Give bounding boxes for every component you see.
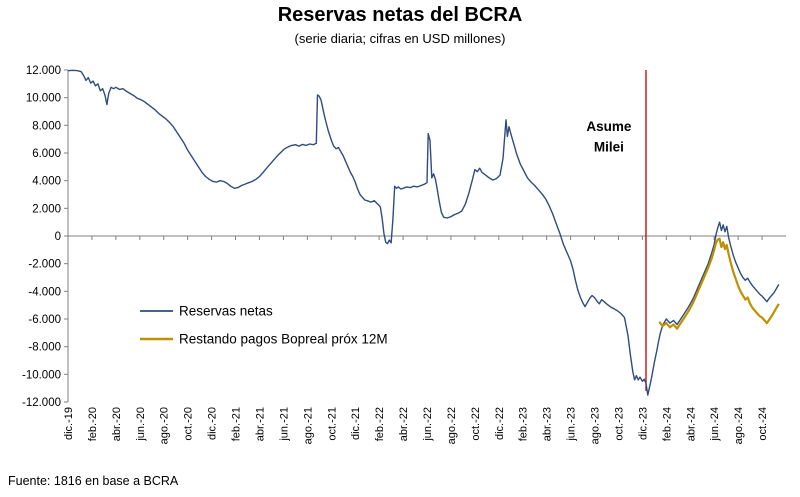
x-axis-label: abr.-20 bbox=[111, 407, 123, 441]
series-line-reservas-netas bbox=[67, 69, 780, 396]
x-axis-label: ago.-21 bbox=[302, 407, 314, 444]
x-axis-label: dic.-19 bbox=[63, 407, 75, 440]
y-axis-label: 10.000 bbox=[26, 93, 61, 105]
x-axis-label: jun.-22 bbox=[422, 407, 434, 442]
x-axis-label: feb.-23 bbox=[518, 407, 530, 441]
y-axis-label: -8.000 bbox=[28, 342, 61, 354]
x-axis-label: jun.-23 bbox=[566, 407, 578, 442]
chart-title: Reservas netas del BCRA bbox=[277, 4, 523, 26]
y-axis-label: 0 bbox=[55, 231, 61, 243]
y-axis-label: -4.000 bbox=[28, 286, 61, 298]
y-axis-label: 8.000 bbox=[32, 120, 61, 132]
y-axis-label: 12.000 bbox=[26, 65, 61, 77]
x-axis-label: abr.-21 bbox=[254, 407, 266, 441]
milei-annotation: Asume bbox=[586, 119, 632, 134]
x-axis-label: jun.-21 bbox=[278, 407, 290, 442]
x-axis-label: feb.-20 bbox=[87, 407, 99, 441]
x-axis-label: dic.-20 bbox=[207, 407, 219, 440]
x-axis-label: dic.-23 bbox=[637, 407, 649, 440]
x-axis-label: feb.-22 bbox=[374, 407, 386, 441]
y-axis-label: -12.000 bbox=[22, 397, 61, 409]
x-axis-label: ago.-23 bbox=[590, 407, 602, 444]
x-axis-label: oct.-21 bbox=[326, 407, 338, 441]
x-axis-label: ago.-24 bbox=[733, 407, 745, 444]
x-axis-label: ago.-22 bbox=[446, 407, 458, 444]
y-axis-label: 4.000 bbox=[32, 176, 61, 188]
x-axis-label: oct.-20 bbox=[183, 407, 195, 441]
x-axis-label: feb.-21 bbox=[231, 407, 243, 441]
y-axis-label: -6.000 bbox=[28, 314, 61, 326]
chart-subtitle: (serie diaria; cifras en USD millones) bbox=[294, 31, 506, 46]
x-axis-label: feb.-24 bbox=[661, 407, 673, 441]
y-axis-label: -10.000 bbox=[22, 369, 61, 381]
x-axis-label: abr.-22 bbox=[398, 407, 410, 441]
source-note: Fuente: 1816 en base a BCRA bbox=[8, 474, 179, 488]
series-line-restando-pagos-bopreal-pr-x-12m bbox=[658, 237, 780, 330]
x-axis-label: dic.-22 bbox=[494, 407, 506, 440]
x-axis-label: dic.-21 bbox=[350, 407, 362, 440]
milei-annotation: Milei bbox=[594, 140, 624, 155]
x-axis-label: jun.-20 bbox=[135, 407, 147, 442]
y-axis-label: -2.000 bbox=[28, 259, 61, 271]
x-axis-label: ago.-20 bbox=[159, 407, 171, 444]
x-axis-label: jun.-24 bbox=[709, 407, 721, 442]
legend-label-restando-pagos-bopreal-pr-x-12m: Restando pagos Bopreal próx 12M bbox=[179, 332, 388, 347]
x-axis-label: oct.-24 bbox=[757, 407, 769, 441]
y-axis-label: 6.000 bbox=[32, 148, 61, 160]
x-axis-label: abr.-23 bbox=[542, 407, 554, 441]
x-axis-label: oct.-22 bbox=[470, 407, 482, 441]
legend-label-reservas-netas: Reservas netas bbox=[179, 304, 273, 319]
x-axis-label: abr.-24 bbox=[685, 407, 697, 441]
x-axis-label: oct.-23 bbox=[613, 407, 625, 441]
y-axis-label: 2.000 bbox=[32, 203, 61, 215]
